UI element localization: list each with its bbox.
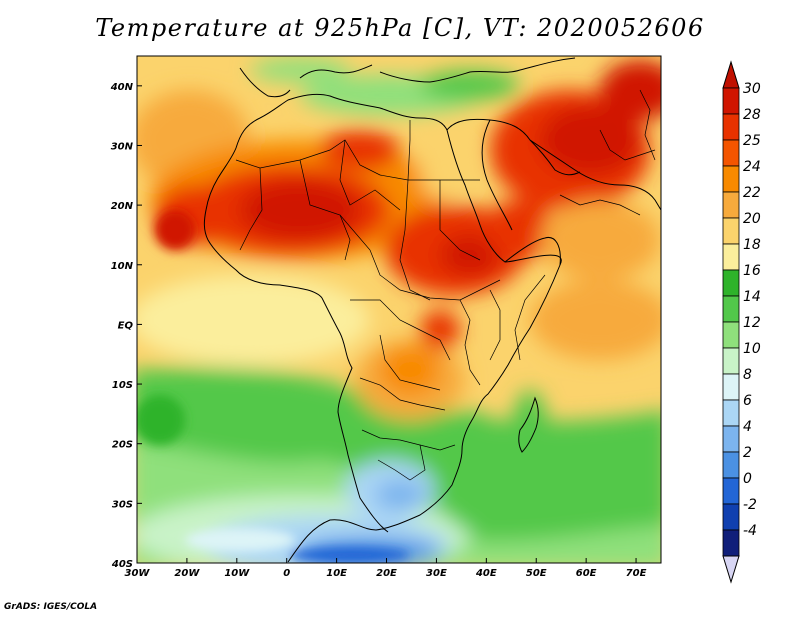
lat-tick-label: 10S <box>112 380 133 391</box>
colorbar-swatch <box>722 503 740 531</box>
colorbar-label: -2 <box>743 497 757 513</box>
country-borders <box>235 89 656 481</box>
colorbar-swatch <box>722 373 740 401</box>
lat-tick-label: 20N <box>111 201 134 212</box>
colorbar-swatch <box>722 217 740 245</box>
lat-tick-label: 20S <box>112 440 133 451</box>
colorbar-label: 30 <box>743 81 761 97</box>
latitude-axis: 40N 30N 20N 10N EQ 10S 20S 30S 40S <box>110 82 142 570</box>
lat-tick-label: 10N <box>111 261 134 272</box>
lon-tick-label: 10W <box>224 568 250 579</box>
colorbar-label: 12 <box>743 315 761 331</box>
colorbar-swatch <box>722 243 740 271</box>
colorbar-swatch <box>722 295 740 323</box>
coastlines <box>203 57 661 563</box>
colorbar-label: 18 <box>743 237 761 253</box>
colorbar-label: 2 <box>743 445 752 461</box>
colorbar-label: -4 <box>743 523 757 539</box>
colorbar-label: 4 <box>743 419 752 435</box>
temperature-field <box>137 56 661 563</box>
colorbar-label: 8 <box>743 367 752 383</box>
lon-tick-label: 20W <box>174 568 200 579</box>
colorbar-label: 22 <box>743 185 761 201</box>
lon-tick-label: 30E <box>426 568 447 579</box>
lat-tick-label: 40S <box>111 559 133 570</box>
lon-tick-label: 40E <box>475 568 497 579</box>
colorbar-bottom-arrow <box>722 555 740 584</box>
map-title: Temperature at 925hPa [C], VT: 202005260… <box>95 14 705 42</box>
colorbar-swatch <box>722 191 740 219</box>
lon-tick-label: 50E <box>526 568 547 579</box>
colorbar-swatch <box>722 139 740 167</box>
lon-tick-label: 60E <box>576 568 597 579</box>
colorbar-swatch <box>722 399 740 427</box>
grads-credit: GrADS: IGES/COLA <box>4 602 98 612</box>
colorbar-label: 25 <box>743 133 761 149</box>
colorbar-label: 24 <box>743 159 761 175</box>
colorbar-swatch <box>722 477 740 505</box>
lon-tick-label: 30W <box>125 568 151 579</box>
map-frame <box>136 55 662 564</box>
lat-tick-label: 30S <box>112 499 133 510</box>
lat-tick-label: 30N <box>111 141 134 152</box>
colorbar-label: 6 <box>743 393 752 409</box>
lat-tick-label: 40N <box>110 82 134 93</box>
colorbar-swatch <box>722 87 740 115</box>
colorbar-swatch <box>722 529 740 557</box>
colorbar-swatch <box>722 321 740 349</box>
longitude-axis: 30W 20W 10W 0 10E 20E 30E 40E 50E 60E 70E <box>125 558 647 579</box>
colorbar-label: 20 <box>743 211 761 227</box>
colorbar-label: 28 <box>743 107 761 123</box>
colorbar-top-arrow <box>722 60 740 89</box>
colorbar-label: 10 <box>743 341 761 357</box>
colorbar-swatch <box>722 425 740 453</box>
colorbar-swatch <box>722 347 740 375</box>
colorbar-label: 14 <box>743 289 761 305</box>
lon-tick-label: 0 <box>283 568 290 579</box>
lat-tick-label: EQ <box>118 320 134 331</box>
colorbar-label: 16 <box>743 263 761 279</box>
lon-tick-label: 70E <box>626 568 647 579</box>
colorbar-swatch <box>722 113 740 141</box>
lon-tick-label: 10E <box>326 568 347 579</box>
colorbar-swatch <box>722 451 740 479</box>
colorbar-label: 0 <box>743 471 752 487</box>
lon-tick-label: 20E <box>376 568 397 579</box>
colorbar-swatch <box>722 269 740 297</box>
colorbar-swatch <box>722 165 740 193</box>
